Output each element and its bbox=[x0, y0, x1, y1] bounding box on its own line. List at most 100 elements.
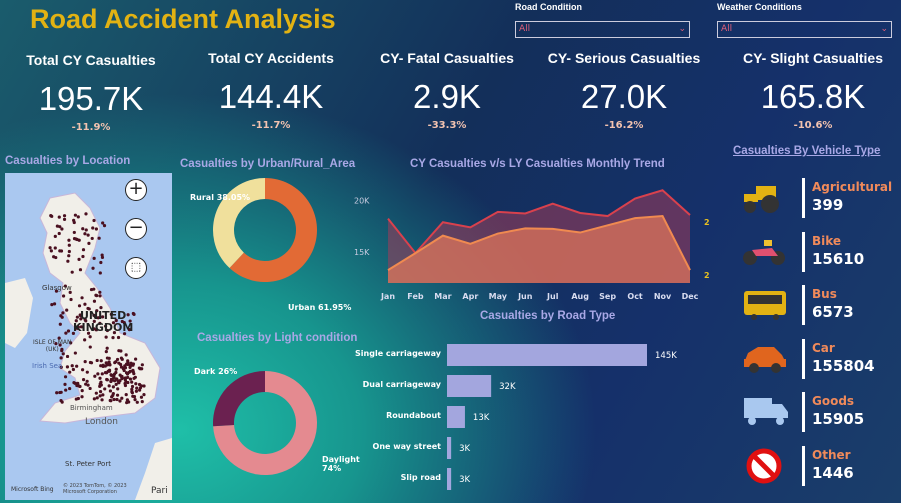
casualty-point bbox=[111, 385, 115, 389]
kpi-label: Total CY Accidents bbox=[208, 50, 334, 66]
casualty-point bbox=[87, 241, 91, 245]
casualty-point bbox=[86, 331, 91, 335]
line-2022 bbox=[387, 215, 691, 271]
casualty-point bbox=[60, 349, 64, 353]
casualty-point bbox=[134, 382, 138, 386]
x-tick-label: Sep bbox=[599, 292, 616, 301]
casualty-point bbox=[129, 363, 133, 367]
kpi-change: -10.6% bbox=[793, 120, 833, 131]
casualty-point bbox=[75, 364, 79, 368]
casualty-point bbox=[92, 218, 96, 223]
casualty-point bbox=[127, 370, 131, 374]
casualty-point bbox=[63, 284, 67, 288]
casualty-point bbox=[142, 384, 146, 388]
casualty-point bbox=[100, 255, 105, 260]
monthly-trend-chart: 15K 20K 2021 2022 Jan Feb Mar Apr May Jun Jul Aug Se… bbox=[354, 189, 710, 301]
casualty-point bbox=[128, 377, 133, 381]
y-tick-label: 20K bbox=[354, 197, 370, 206]
casualty-point bbox=[120, 319, 124, 324]
casualty-point bbox=[50, 303, 54, 307]
donut-slice-daylight bbox=[213, 371, 317, 475]
casualty-point bbox=[127, 328, 131, 332]
casualty-point bbox=[126, 359, 130, 363]
casualty-point bbox=[75, 383, 79, 388]
casualty-point bbox=[86, 233, 90, 237]
casualty-point bbox=[112, 331, 117, 335]
casualty-point bbox=[140, 363, 144, 367]
casualty-point bbox=[99, 306, 103, 310]
casualty-point bbox=[103, 364, 107, 368]
casualty-point bbox=[86, 383, 90, 387]
casualty-point bbox=[118, 362, 123, 367]
map-label-paris: Pari bbox=[151, 486, 168, 496]
casualty-point bbox=[100, 398, 104, 402]
casualty-point bbox=[57, 336, 61, 340]
casualty-point bbox=[126, 313, 130, 317]
area-2022 bbox=[388, 216, 690, 283]
casualty-point bbox=[135, 386, 139, 390]
casualty-point bbox=[53, 246, 57, 250]
casualty-point bbox=[59, 249, 64, 253]
casualty-point bbox=[83, 338, 87, 342]
casualty-point bbox=[94, 227, 98, 231]
casualty-point bbox=[69, 297, 73, 302]
casualty-point bbox=[74, 319, 78, 323]
bar-value-label: 145K bbox=[655, 351, 677, 361]
x-tick-label: Apr bbox=[462, 292, 478, 301]
truck-icon bbox=[744, 398, 788, 425]
vehicle-item-bus: Bus 6573 bbox=[740, 283, 900, 333]
divider bbox=[802, 392, 805, 432]
casualty-point bbox=[115, 393, 120, 397]
bar-value-label: 3K bbox=[459, 475, 470, 485]
casualty-point bbox=[72, 230, 76, 235]
casualty-point bbox=[92, 319, 96, 323]
casualty-point bbox=[111, 321, 116, 325]
casualty-point bbox=[80, 389, 84, 393]
filter-value: All bbox=[519, 24, 531, 34]
casualty-point bbox=[59, 398, 63, 403]
casualty-point bbox=[116, 387, 120, 391]
donut-slice-dark bbox=[213, 371, 265, 427]
casualty-point bbox=[112, 397, 116, 402]
casualty-point bbox=[50, 214, 54, 218]
casualty-point bbox=[126, 375, 130, 380]
casualty-point bbox=[49, 249, 53, 253]
casualty-point bbox=[130, 390, 134, 394]
x-tick-label: Mar bbox=[434, 292, 451, 301]
casualty-point bbox=[79, 325, 84, 329]
casualty-point bbox=[92, 299, 97, 303]
kpi-serious: CY- Serious Casualties 27.0K -16.2% bbox=[539, 50, 709, 131]
casualty-point bbox=[75, 315, 79, 319]
bing-logo: Microsoft Bing bbox=[11, 486, 54, 493]
donut-slice-urban bbox=[229, 178, 317, 282]
page-title: Road Accident Analysis bbox=[30, 4, 336, 34]
casualty-point bbox=[58, 322, 62, 326]
bar-category-label: Slip road bbox=[401, 473, 442, 482]
casualty-point bbox=[125, 401, 129, 405]
casualty-point bbox=[138, 367, 142, 371]
casualty-point bbox=[132, 312, 136, 317]
weather-conditions-dropdown[interactable]: All ⌄ bbox=[717, 21, 892, 38]
casualty-point bbox=[48, 246, 52, 250]
x-tick-label: Aug bbox=[571, 292, 589, 301]
casualty-point bbox=[70, 270, 74, 274]
bar-one-way-street bbox=[447, 437, 452, 459]
x-tick-label: Oct bbox=[627, 292, 643, 301]
bus-icon bbox=[744, 291, 786, 320]
casualty-point bbox=[89, 287, 94, 292]
bar-dual-carriageway bbox=[447, 375, 492, 397]
road-condition-dropdown[interactable]: All ⌄ bbox=[515, 21, 690, 38]
casualty-point bbox=[108, 398, 112, 403]
map-label-sea: Irish Sea bbox=[32, 362, 63, 370]
select-area-icon[interactable]: ⬚ bbox=[125, 257, 147, 279]
casualty-point bbox=[61, 294, 66, 298]
zoom-out-button[interactable]: − bbox=[125, 218, 147, 240]
casualty-point bbox=[125, 362, 130, 366]
map-label-uk: UNITED KINGDOM bbox=[73, 309, 134, 334]
casualty-point bbox=[98, 376, 102, 380]
casualty-point bbox=[109, 379, 113, 383]
casualty-point bbox=[99, 260, 103, 265]
road-type-chart: Single carriageway 145K Dual carriageway 32… bbox=[355, 344, 677, 490]
zoom-in-button[interactable]: + bbox=[125, 179, 147, 201]
casualties-map[interactable]: UNITED KINGDOM ISLE OF MAN (UK) Irish Sea … bbox=[5, 173, 172, 500]
